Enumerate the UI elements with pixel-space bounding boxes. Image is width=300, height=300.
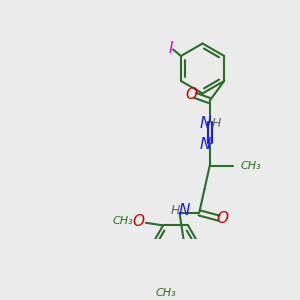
Text: I: I (168, 40, 173, 56)
Text: N: N (178, 203, 190, 218)
Text: O: O (217, 211, 229, 226)
Text: H: H (171, 204, 180, 217)
Text: O: O (186, 87, 198, 102)
Text: N: N (199, 137, 211, 152)
Text: CH₃: CH₃ (155, 288, 176, 298)
Text: CH₃: CH₃ (112, 217, 133, 226)
Text: N: N (199, 116, 211, 130)
Text: O: O (133, 214, 145, 229)
Text: H: H (212, 116, 221, 130)
Text: CH₃: CH₃ (241, 160, 261, 171)
